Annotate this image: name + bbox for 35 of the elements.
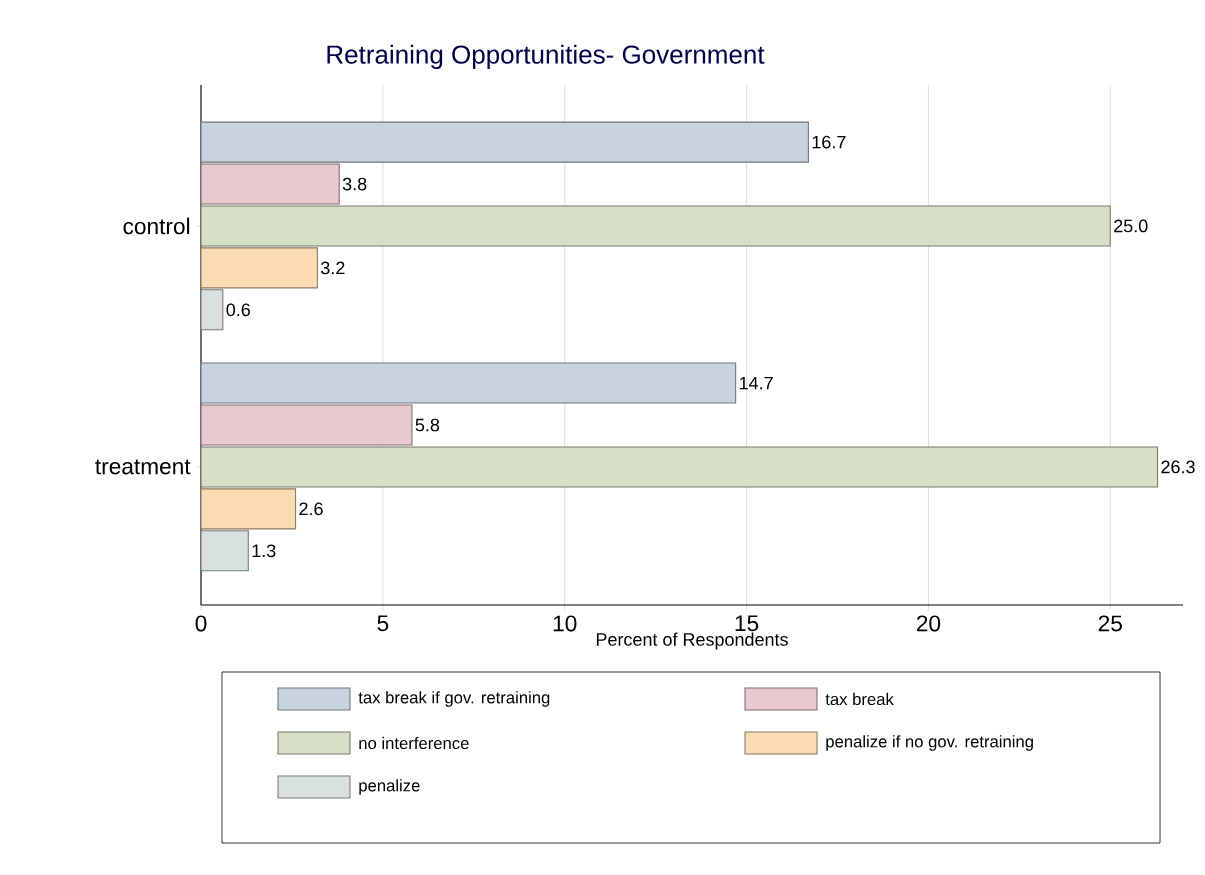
data-label: 5.8: [415, 418, 440, 432]
data-label: 1.3: [252, 544, 276, 558]
x-tick-label: 25: [1098, 615, 1122, 632]
bar: [200, 289, 224, 331]
chart-title: Retraining Opportunities- Government: [327, 44, 765, 69]
x-tick-label: 15: [735, 615, 759, 632]
x-tick-label: 5: [377, 615, 389, 632]
data-label: 25.0: [1114, 219, 1148, 233]
data-label: 3.2: [321, 261, 345, 275]
bar: [200, 205, 1111, 247]
data-label: 3.8: [342, 177, 367, 191]
x-tick-label: 10: [553, 615, 577, 632]
x-tick-label: 0: [195, 615, 207, 632]
bar: [200, 163, 340, 205]
bar: [200, 488, 297, 530]
legend-label: no interference: [359, 736, 469, 750]
y-tick-label: control: [123, 217, 190, 235]
legend-label: penalize if no gov. retraining: [826, 735, 1033, 751]
bar: [200, 530, 249, 572]
bar: [200, 446, 1159, 488]
bar: [200, 404, 413, 446]
legend-label: tax break if gov. retraining: [358, 691, 550, 707]
data-label: 26.3: [1161, 460, 1195, 474]
x-tick-label: 20: [916, 615, 941, 632]
bar: [200, 121, 809, 163]
bar: [200, 247, 318, 289]
y-tick-label: treatment: [95, 459, 191, 475]
legend-label: tax break: [825, 692, 894, 706]
x-axis-title: Percent of Respondents: [596, 632, 788, 650]
data-label: 14.7: [739, 376, 773, 390]
legend-label: penalize: [359, 779, 420, 795]
bar: [200, 362, 737, 404]
data-label: 2.6: [299, 502, 323, 516]
data-label: 0.6: [226, 303, 250, 317]
data-label: 16.7: [812, 135, 846, 149]
